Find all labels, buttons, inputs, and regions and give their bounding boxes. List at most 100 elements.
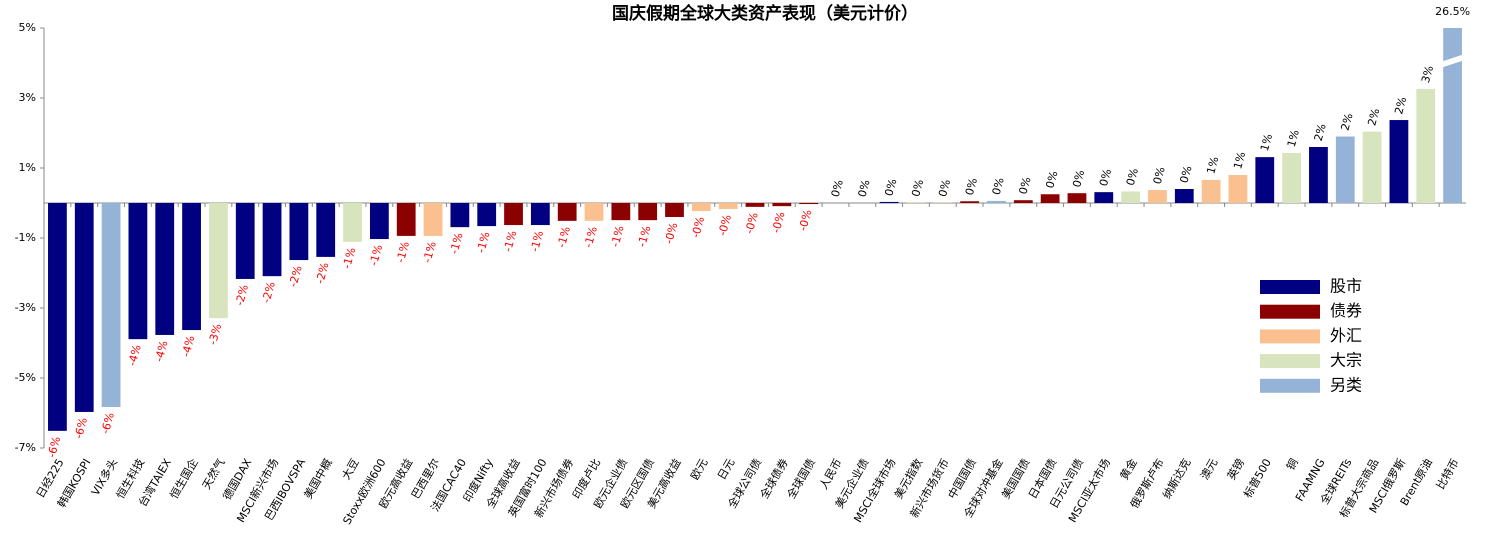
bar xyxy=(960,201,980,203)
value-label: 0% xyxy=(1151,165,1168,185)
value-label: -6% xyxy=(99,411,117,435)
bar xyxy=(745,203,765,207)
x-tick-label: 大豆 xyxy=(339,456,362,482)
x-tick-label: 日元 xyxy=(715,457,737,483)
x-tick-label: 欧元 xyxy=(688,457,710,483)
value-label: -1% xyxy=(555,225,573,249)
bar xyxy=(1067,193,1087,203)
legend-swatch xyxy=(1260,354,1320,369)
value-label: -4% xyxy=(152,339,170,363)
y-tick-label: -7% xyxy=(15,441,36,454)
axis-break xyxy=(1440,54,1465,68)
chart-title: 国庆假期全球大类资产表现（美元计价） xyxy=(612,3,918,24)
bar xyxy=(450,203,470,228)
bar xyxy=(530,203,550,226)
bar xyxy=(289,203,309,261)
value-label: 0% xyxy=(1070,169,1087,189)
x-tick-label: 人民币 xyxy=(817,457,845,492)
value-label: 2% xyxy=(1312,122,1329,142)
value-label: -3% xyxy=(206,322,224,346)
bar xyxy=(772,203,792,207)
x-tick-label: 黄金 xyxy=(1117,456,1140,482)
value-label: -0% xyxy=(662,221,680,245)
legend-text: 股市 xyxy=(1330,277,1362,296)
x-tick-label: 铜 xyxy=(1283,456,1301,473)
bar xyxy=(155,203,175,335)
value-label: -2% xyxy=(260,280,278,304)
bar xyxy=(423,203,443,236)
legend-swatch xyxy=(1260,378,1320,393)
value-label: 0% xyxy=(882,177,899,197)
bar xyxy=(799,203,819,205)
value-label: 0% xyxy=(1017,176,1034,196)
legend-swatch xyxy=(1260,280,1320,294)
value-label: 2% xyxy=(1392,95,1409,115)
y-tick-label: -5% xyxy=(15,371,36,384)
bar xyxy=(1443,28,1462,203)
bar xyxy=(987,200,1006,203)
value-label: -1% xyxy=(528,229,546,253)
bar xyxy=(343,203,362,242)
value-label: -4% xyxy=(126,343,144,367)
bar xyxy=(209,203,228,319)
value-label: -1% xyxy=(448,231,466,255)
bar xyxy=(369,203,389,240)
legend-text: 大宗 xyxy=(1330,351,1362,370)
y-tick-label: 1% xyxy=(19,161,36,174)
bar xyxy=(235,203,255,279)
value-label: -6% xyxy=(45,435,63,459)
value-label: -1% xyxy=(609,224,627,248)
value-label: -1% xyxy=(501,229,519,253)
bar xyxy=(1094,192,1114,203)
bar xyxy=(1389,120,1409,203)
value-label: -2% xyxy=(313,261,331,285)
bar xyxy=(1255,157,1275,203)
legend-text: 外汇 xyxy=(1330,326,1362,345)
y-tick-label: 3% xyxy=(19,91,36,104)
bar xyxy=(1040,194,1060,203)
value-label: -0% xyxy=(689,215,707,239)
value-label: 0% xyxy=(1043,170,1060,190)
value-label: 2% xyxy=(1339,112,1356,132)
bar xyxy=(396,203,416,236)
value-label: 1% xyxy=(1285,128,1302,148)
value-label: 3% xyxy=(1419,64,1436,84)
value-label: -0% xyxy=(716,213,734,237)
bar xyxy=(1228,175,1248,203)
bar xyxy=(638,203,658,221)
value-label: -1% xyxy=(474,230,492,254)
bar xyxy=(718,203,738,209)
value-label: 1% xyxy=(1231,150,1248,170)
bar xyxy=(879,201,899,203)
value-label: 0% xyxy=(1124,167,1141,187)
bar xyxy=(1121,191,1141,203)
value-label: 0% xyxy=(829,178,846,198)
bar xyxy=(504,203,523,226)
bar xyxy=(128,203,148,340)
value-label: 1% xyxy=(1258,132,1275,152)
value-label: 26.5% xyxy=(1435,5,1470,18)
bar xyxy=(1362,131,1382,203)
bar xyxy=(691,203,711,212)
legend-swatch xyxy=(1260,304,1320,319)
value-label: 2% xyxy=(1365,107,1382,127)
value-label: -4% xyxy=(179,334,197,358)
bar xyxy=(74,203,94,412)
bar xyxy=(48,203,67,431)
bar xyxy=(101,203,121,408)
value-label: -2% xyxy=(233,283,251,307)
bar xyxy=(1282,152,1301,203)
value-label: 0% xyxy=(990,176,1007,196)
x-tick-label: 英镑 xyxy=(1224,456,1247,482)
value-label: -0% xyxy=(770,210,788,234)
x-tick-label: 澳元 xyxy=(1198,457,1220,483)
value-label: -6% xyxy=(72,416,90,440)
value-label: 0% xyxy=(936,178,953,198)
x-tick-label: 比特币 xyxy=(1433,456,1462,492)
value-label: -1% xyxy=(340,246,358,270)
bar xyxy=(1148,190,1167,203)
bar xyxy=(557,203,577,221)
value-label: 0% xyxy=(963,177,980,197)
y-tick-label: -3% xyxy=(15,301,36,314)
